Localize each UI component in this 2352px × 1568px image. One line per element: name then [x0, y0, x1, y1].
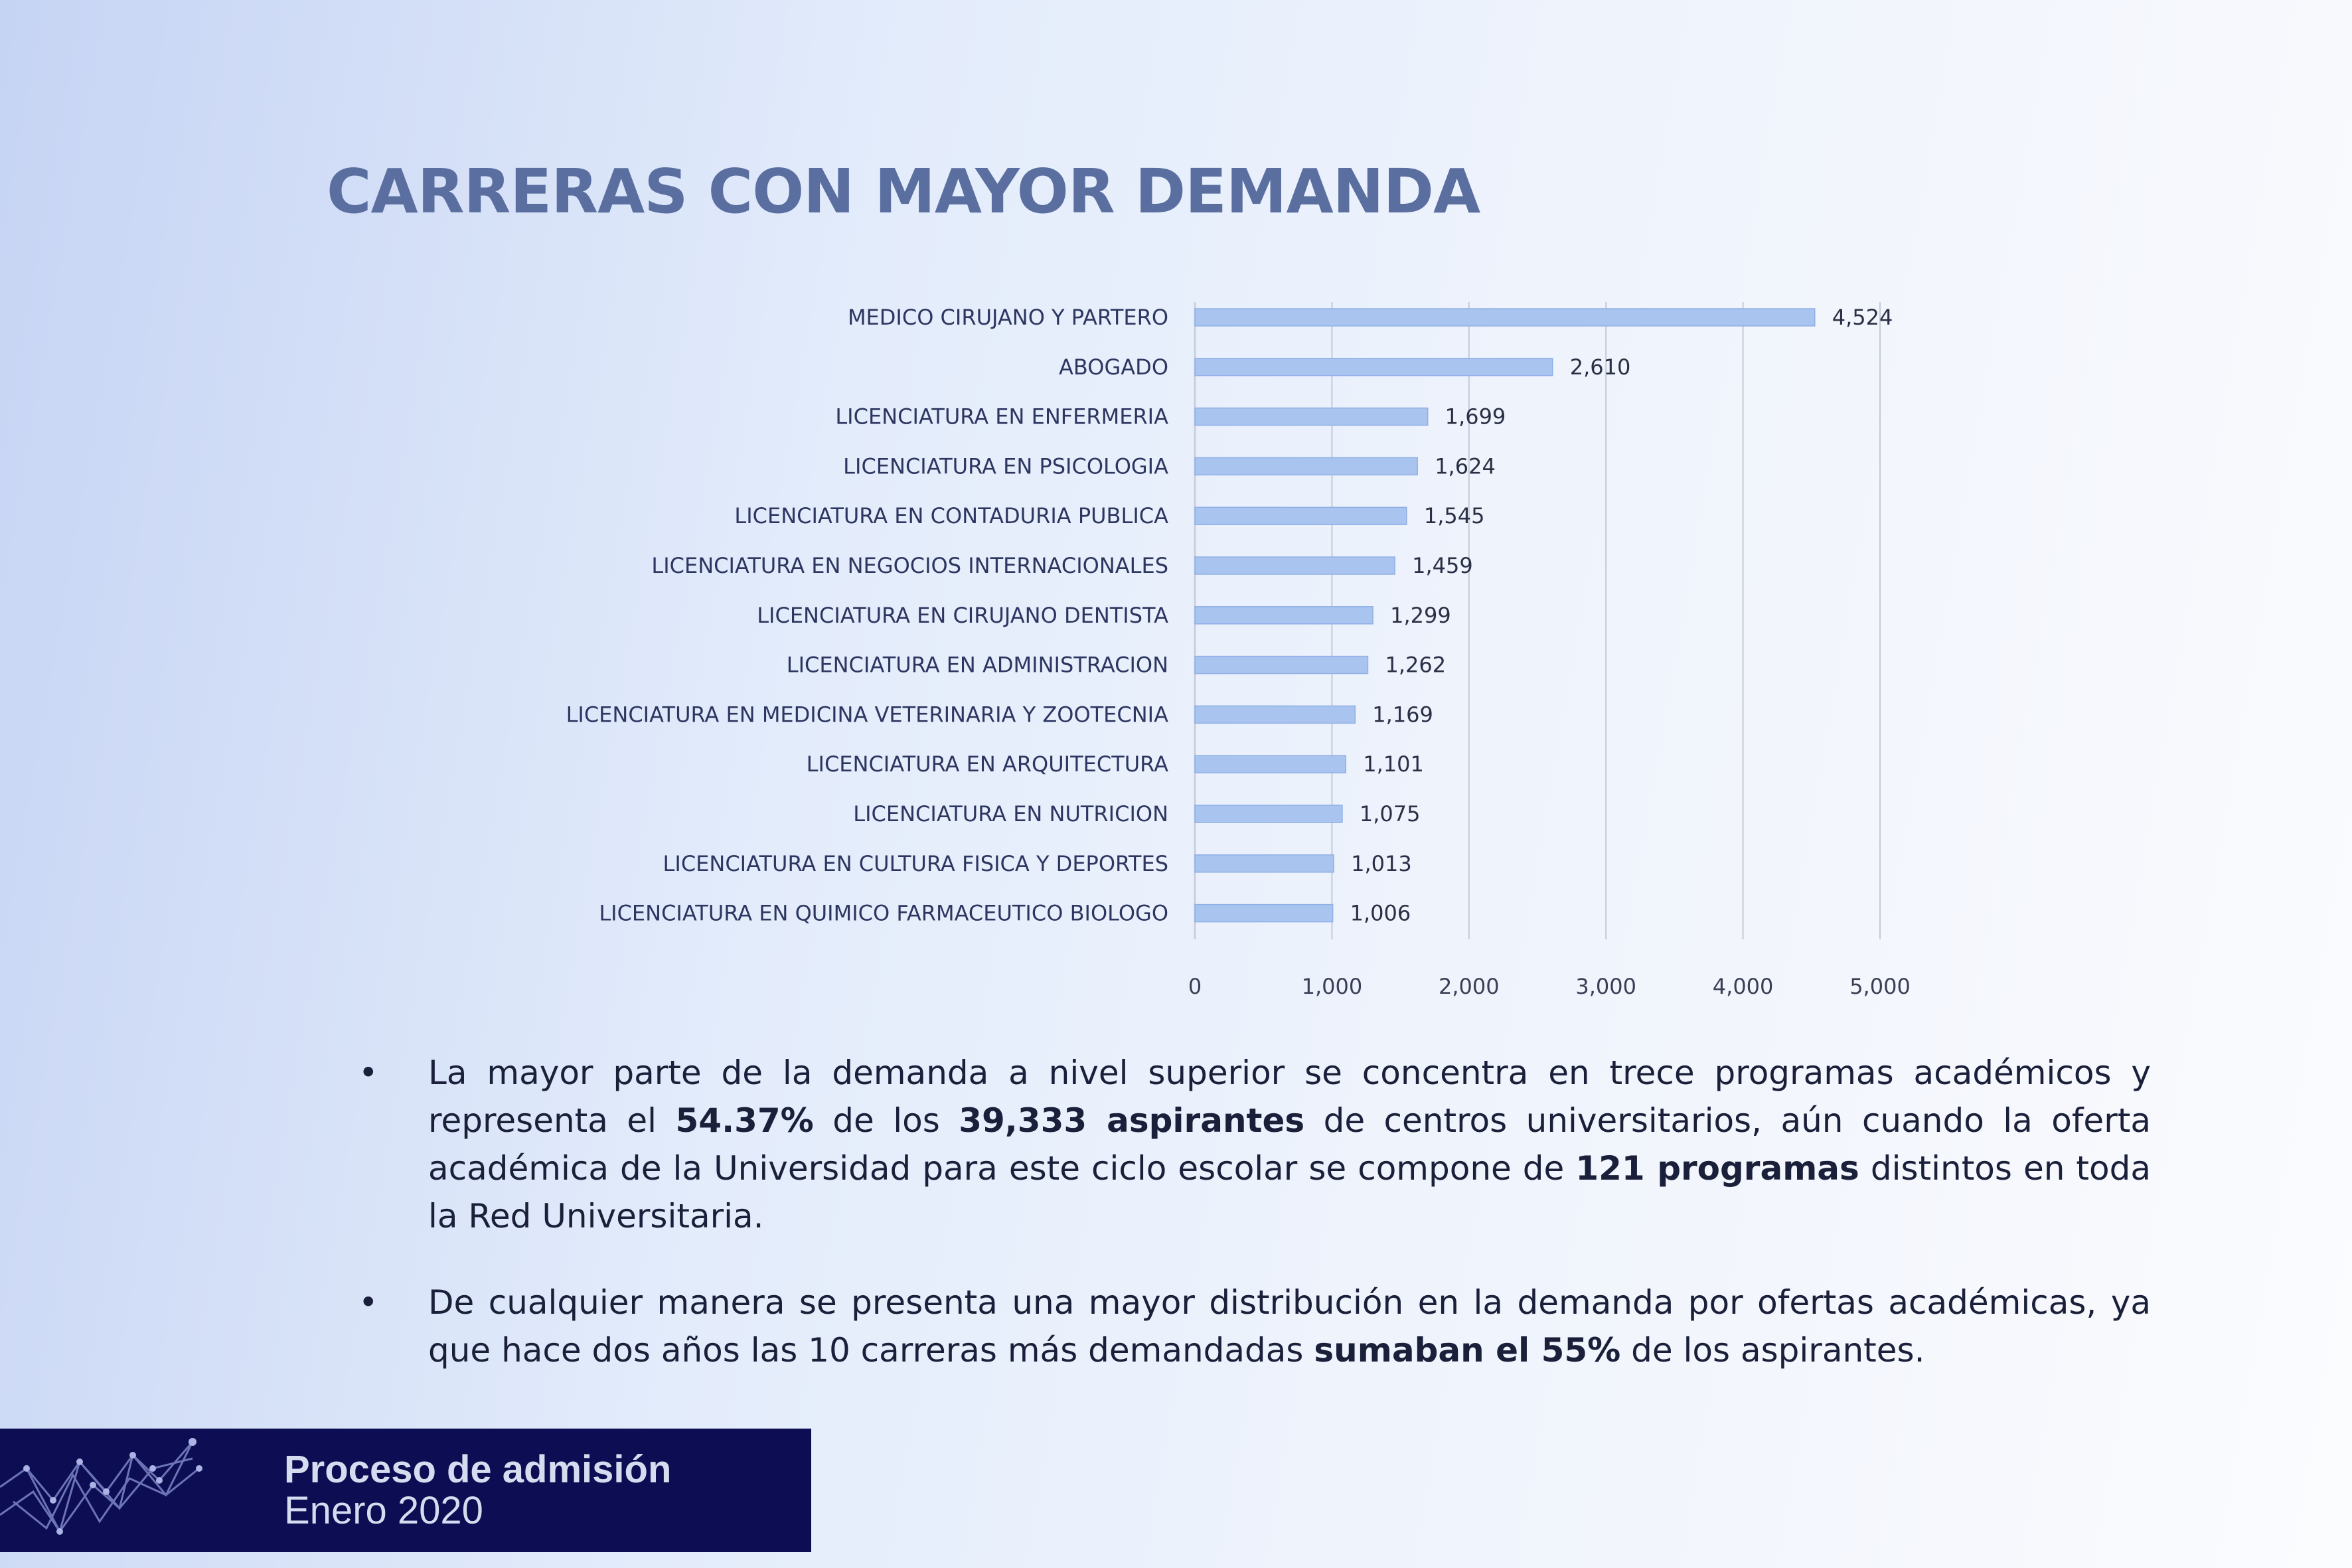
data-label: 1,459	[1412, 553, 1473, 578]
category-label: LICENCIATURA EN CONTADURIA PUBLICA	[734, 503, 1168, 528]
data-label: 1,545	[1424, 503, 1485, 528]
category-label: LICENCIATURA EN ADMINISTRACION	[787, 653, 1168, 678]
x-tick-label: 5,000	[1849, 974, 1911, 999]
bullet-emphasis: 54.37%	[675, 1101, 814, 1140]
bullet-text: La mayor parte de la demanda a nivel sup…	[428, 1054, 2151, 1235]
footer-banner: Proceso de admisión Enero 2020	[0, 1429, 811, 1552]
bullet-dot: •	[358, 1283, 378, 1322]
bullet-segment: de centros universitarios, aún cuando la…	[428, 1101, 2151, 1188]
bar	[1194, 705, 1356, 724]
category-label: LICENCIATURA EN CIRUJANO DENTISTA	[757, 603, 1168, 628]
bar	[1194, 655, 1369, 674]
data-label: 1,624	[1435, 453, 1496, 479]
data-label: 4,524	[1832, 305, 1893, 330]
bullet-segment: distintos en toda la Red Universitaria.	[428, 1149, 2151, 1235]
category-label: LICENCIATURA EN NEGOCIOS INTERNACIONALES	[651, 553, 1168, 578]
bullet-emphasis: sumaban el 55%	[1314, 1331, 1621, 1370]
bar	[1194, 805, 1343, 823]
data-label: 2,610	[1570, 354, 1631, 380]
bullet-segment: de los aspirantes.	[1620, 1331, 1925, 1370]
bullet-segment: De cualquier manera se presenta una mayo…	[428, 1283, 2151, 1370]
bar	[1194, 457, 1418, 476]
data-label: 1,699	[1445, 404, 1506, 430]
chart-category-labels: MEDICO CIRUJANO Y PARTERO ABOGADO LICENCIA…	[566, 305, 1169, 926]
bar	[1194, 606, 1373, 625]
bullet-emphasis: 39,333 aspirantes	[959, 1101, 1305, 1140]
bar	[1194, 358, 1553, 376]
bullet-item: • De cualquier manera se presenta una ma…	[358, 1279, 2151, 1374]
category-label: LICENCIATURA EN ARQUITECTURA	[807, 751, 1168, 777]
data-label: 1,169	[1372, 702, 1433, 727]
bullet-item: • La mayor parte de la demanda a nivel s…	[358, 1049, 2151, 1240]
bar	[1194, 407, 1429, 426]
data-label: 1,101	[1363, 751, 1424, 777]
category-label: LICENCIATURA EN NUTRICION	[853, 801, 1168, 826]
footer-title: Proceso de admisión	[284, 1448, 672, 1491]
data-label: 1,075	[1360, 801, 1421, 826]
bar-chart: MEDICO CIRUJANO Y PARTERO ABOGADO LICENCIA…	[566, 302, 1911, 999]
chart-bars	[1194, 308, 1816, 923]
category-label: LICENCIATURA EN CULTURA FISICA Y DEPORTE…	[663, 851, 1168, 876]
x-tick-label: 2,000	[1439, 974, 1500, 999]
footer-subtitle: Enero 2020	[284, 1489, 483, 1532]
category-label: ABOGADO	[1059, 354, 1168, 380]
category-label: LICENCIATURA EN QUIMICO FARMACEUTICO BIO…	[599, 901, 1168, 926]
x-tick-label: 3,000	[1575, 974, 1636, 999]
bar	[1194, 903, 1334, 923]
bar	[1194, 854, 1334, 873]
category-label: LICENCIATURA EN PSICOLOGIA	[843, 453, 1168, 479]
x-tick-label: 0	[1188, 974, 1202, 999]
x-tick-label: 4,000	[1713, 974, 1774, 999]
bullet-segment: de los	[813, 1101, 959, 1140]
data-label: 1,013	[1351, 851, 1412, 876]
data-label: 1,262	[1385, 653, 1446, 678]
bar	[1194, 308, 1816, 327]
chart-value-labels: 4,524 2,610 1,699 1,624 1,545 1,459 1,299 1,262…	[1350, 305, 1893, 926]
bullet-dot: •	[358, 1054, 378, 1092]
data-label: 1,299	[1390, 603, 1451, 628]
bullet-segment: La mayor parte de la demanda a nivel sup…	[428, 1054, 2151, 1140]
bullet-text: De cualquier manera se presenta una mayo…	[428, 1283, 2151, 1370]
bar	[1194, 507, 1407, 525]
x-tick-label: 1,000	[1302, 974, 1363, 999]
slide-title: CARRERAS CON MAYOR DEMANDA	[327, 156, 1480, 227]
category-label: LICENCIATURA EN MEDICINA VETERINARIA Y Z…	[566, 702, 1169, 727]
bar	[1194, 755, 1346, 773]
bullet-emphasis: 121 programas	[1575, 1149, 1859, 1188]
bullet-list: • La mayor parte de la demanda a nivel s…	[358, 1049, 2151, 1413]
network-graph-icon	[0, 1438, 202, 1535]
category-label: LICENCIATURA EN ENFERMERIA	[835, 404, 1168, 430]
data-label: 1,006	[1350, 901, 1411, 926]
category-label: MEDICO CIRUJANO Y PARTERO	[848, 305, 1168, 330]
bar	[1194, 556, 1395, 575]
chart-x-tick-labels: 0 1,000 2,000 3,000 4,000 5,000	[1188, 974, 1911, 999]
